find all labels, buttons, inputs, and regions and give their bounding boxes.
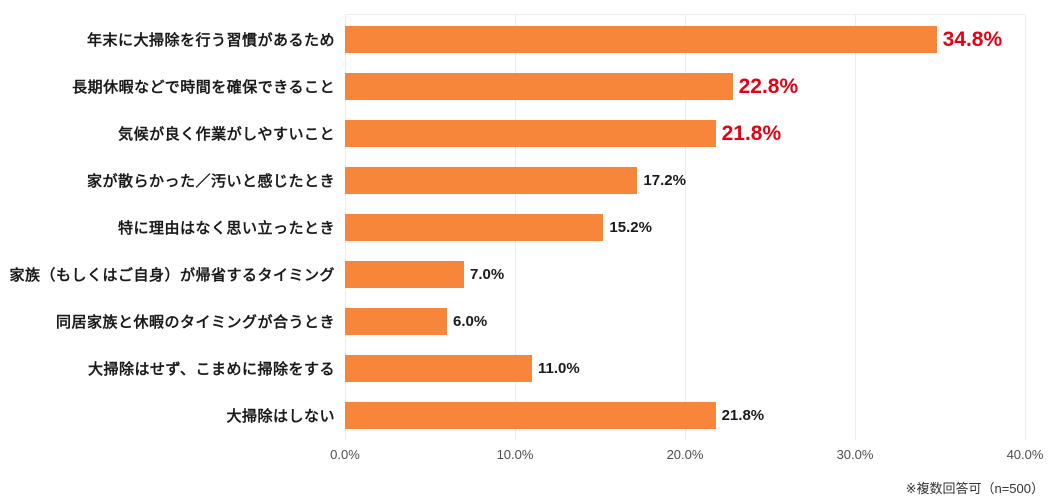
chart-row: 年末に大掃除を行う習慣があるため 34.8%	[0, 16, 1056, 63]
x-tick-label: 0.0%	[330, 447, 360, 462]
bar-area: 7.0%	[345, 251, 1056, 298]
chart-row: 特に理由はなく思い立ったとき 15.2%	[0, 204, 1056, 251]
bar	[345, 308, 447, 335]
bar-value-label: 34.8%	[942, 27, 1003, 51]
category-label: 気候が良く作業がしやすいこと	[118, 126, 335, 143]
x-tick-label: 30.0%	[836, 447, 874, 462]
chart-row: 同居家族と休暇のタイミングが合うとき 6.0%	[0, 298, 1056, 345]
bar-area: 34.8%	[345, 16, 1056, 63]
category-label: 大掃除はしない	[226, 408, 335, 425]
bar	[345, 402, 716, 429]
category-label: 家族（もしくはご自身）が帰省するタイミング	[9, 267, 335, 284]
bar-area: 21.8%	[345, 110, 1056, 157]
gridline	[855, 14, 856, 440]
category-label: 同居家族と休暇のタイミングが合うとき	[55, 314, 335, 331]
gridline	[685, 14, 686, 440]
x-tick-label: 40.0%	[1006, 447, 1044, 462]
x-tick-label: 10.0%	[496, 447, 534, 462]
bar-area: 11.0%	[345, 345, 1056, 392]
bar-value-label: 7.0%	[470, 266, 505, 283]
chart-row: 家族（もしくはご自身）が帰省するタイミング 7.0%	[0, 251, 1056, 298]
bar	[345, 214, 604, 241]
x-tick-label: 20.0%	[666, 447, 704, 462]
bar-value-label: 21.8%	[721, 407, 765, 424]
chart-row: 大掃除はしない 21.8%	[0, 392, 1056, 439]
bar	[345, 261, 464, 288]
bar-area: 17.2%	[345, 157, 1056, 204]
chart-row: 大掃除はせず、こまめに掃除をする 11.0%	[0, 345, 1056, 392]
bar	[345, 120, 716, 147]
bar-area: 15.2%	[345, 204, 1056, 251]
bar	[345, 26, 937, 53]
bar-area: 22.8%	[345, 63, 1056, 110]
chart-row: 長期休暇などで時間を確保できること 22.8%	[0, 63, 1056, 110]
chart-rows: 年末に大掃除を行う習慣があるため 34.8% 長期休暇などで時間を確保できること 22…	[0, 16, 1056, 439]
bar	[345, 73, 733, 100]
category-label: 家が散らかった／汚いと感じたとき	[86, 173, 335, 190]
bar	[345, 167, 638, 194]
category-label: 大掃除はせず、こまめに掃除をする	[88, 361, 335, 378]
bar-value-label: 11.0%	[538, 360, 580, 377]
gridline	[1025, 14, 1026, 440]
bar-area: 21.8%	[345, 392, 1056, 439]
bar-value-label: 21.8%	[721, 121, 782, 145]
chart-row: 家が散らかった／汚いと感じたとき 17.2%	[0, 157, 1056, 204]
bar-value-label: 17.2%	[643, 172, 686, 189]
bar-value-label: 15.2%	[609, 219, 652, 236]
bar	[345, 355, 532, 382]
bar-area: 6.0%	[345, 298, 1056, 345]
chart-row: 気候が良く作業がしやすいこと 21.8%	[0, 110, 1056, 157]
bar-value-label: 6.0%	[453, 313, 488, 330]
category-label: 長期休暇などで時間を確保できること	[72, 79, 335, 96]
category-label: 年末に大掃除を行う習慣があるため	[86, 32, 335, 49]
category-label: 特に理由はなく思い立ったとき	[117, 220, 335, 237]
bar-value-label: 22.8%	[738, 74, 799, 98]
footnote: ※複数回答可（n=500）	[905, 481, 1044, 496]
